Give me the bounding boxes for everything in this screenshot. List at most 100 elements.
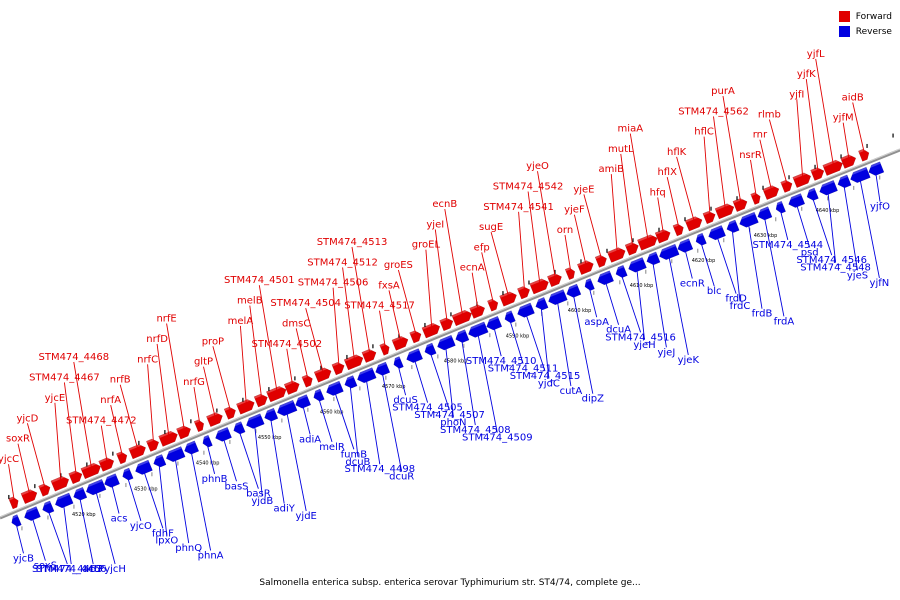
gene-STM474_4502[interactable] [284, 379, 301, 395]
gene-label-STM474_4511[interactable]: STM474_4511 [488, 364, 559, 375]
gene-label-fdhF[interactable]: fdhF [152, 528, 174, 539]
gene-label-ecnB[interactable]: ecnB [432, 199, 457, 210]
gene-label-yjfK[interactable]: yjfK [797, 69, 816, 80]
gene-label-phnB[interactable]: phnB [202, 474, 228, 485]
gene-dmsC[interactable] [301, 373, 315, 388]
gene-yjcC[interactable] [8, 495, 21, 510]
gene-aspA[interactable] [582, 278, 595, 292]
gene-yjeO[interactable] [547, 271, 563, 287]
gene-melR[interactable] [311, 388, 325, 403]
gene-label-STM474_4472[interactable]: STM474_4472 [66, 416, 137, 427]
gene-yjeK[interactable] [657, 244, 680, 261]
gene-STM474_4498[interactable] [355, 367, 377, 385]
gene-label-purA[interactable]: purA [711, 86, 735, 97]
gene-label-STM474_4516[interactable]: STM474_4516 [605, 332, 676, 343]
gene-label-yjcD[interactable]: yjcD [16, 413, 38, 424]
gene-label-amiB[interactable]: amiB [599, 164, 625, 175]
gene-STM474_4546[interactable] [805, 187, 819, 202]
gene-label-dcuS[interactable]: dcuS [393, 395, 418, 406]
gene-phnA[interactable] [182, 440, 199, 456]
gene-hflX[interactable] [672, 222, 685, 237]
gene-label-nsrR[interactable]: nsrR [739, 150, 762, 161]
gene-yjeF[interactable] [577, 258, 595, 275]
gene-label-yjeO[interactable]: yjeO [526, 161, 549, 172]
gene-label-yjeF[interactable]: yjeF [564, 205, 585, 216]
gene-label-miaA[interactable]: miaA [618, 124, 644, 135]
gene-label-yjdB[interactable]: yjdB [251, 496, 273, 507]
gene-label-sugE[interactable]: sugE [479, 222, 503, 233]
gene-label-STM474_4505[interactable]: STM474_4505 [392, 403, 463, 414]
gene-basS[interactable] [213, 427, 232, 443]
gene-label-phnQ[interactable]: phnQ [175, 543, 202, 554]
gene-aidB[interactable] [858, 147, 870, 162]
gene-label-yjeJ[interactable]: yjeJ [657, 347, 675, 358]
gene-nrfA[interactable] [116, 450, 129, 465]
gene-label-hflX[interactable]: hflX [657, 167, 677, 178]
gene-label-STM474_4506[interactable]: STM474_4506 [298, 278, 369, 289]
gene-adiA[interactable] [293, 394, 311, 411]
gene-label-yjeI[interactable]: yjeI [426, 219, 444, 230]
gene-psd[interactable] [786, 193, 805, 210]
gene-label-yjdC[interactable]: yjdC [538, 379, 560, 390]
gene-label-rnr[interactable]: rnr [753, 130, 768, 141]
gene-STM474_4516[interactable] [613, 265, 628, 279]
gene-label-STM474_4546[interactable]: STM474_4546 [796, 255, 867, 266]
gene-acs[interactable] [102, 473, 120, 490]
gene-gltP[interactable] [206, 410, 224, 427]
gene-label-STM474_4542[interactable]: STM474_4542 [493, 182, 564, 193]
gene-frdD[interactable] [706, 225, 726, 242]
gene-label-actP[interactable]: actP [82, 564, 104, 575]
gene-STM474_4544[interactable] [774, 201, 786, 214]
gene-label-efp[interactable]: efp [474, 242, 490, 253]
gene-STM474_4511[interactable] [502, 310, 516, 325]
gene-basR[interactable] [231, 421, 246, 436]
gene-label-yjcE[interactable]: yjcE [45, 393, 66, 404]
gene-label-hflC[interactable]: hflC [694, 127, 714, 138]
gene-label-STM474_4509[interactable]: STM474_4509 [462, 433, 533, 444]
gene-label-acs[interactable]: acs [111, 514, 128, 525]
gene-yjfO[interactable] [866, 161, 885, 177]
gene-STM474_4509[interactable] [466, 321, 489, 339]
gene-label-phoN[interactable]: phoN [440, 418, 466, 429]
gene-label-STM474_4466[interactable]: STM474_4466 [36, 564, 107, 575]
gene-label-adiY[interactable]: adiY [274, 504, 296, 515]
gene-dcuR[interactable] [373, 361, 390, 377]
gene-label-blc[interactable]: blc [707, 286, 722, 297]
gene-hfq[interactable] [654, 227, 672, 244]
gene-label-STM474_4513[interactable]: STM474_4513 [317, 237, 388, 248]
gene-label-orn[interactable]: orn [557, 225, 573, 236]
gene-label-ecnA[interactable]: ecnA [460, 263, 485, 274]
gene-label-lpxO[interactable]: lpxO [155, 536, 178, 547]
gene-STM474_4472[interactable] [98, 455, 116, 472]
gene-label-yjfL[interactable]: yjfL [807, 49, 825, 60]
gene-yjeI[interactable] [439, 316, 455, 331]
gene-yjeJ[interactable] [644, 251, 661, 267]
gene-dipZ[interactable] [564, 283, 582, 299]
gene-hflK[interactable] [684, 214, 704, 232]
gene-dcuA[interactable] [595, 270, 614, 287]
gene-label-fumB[interactable]: fumB [341, 449, 368, 460]
gene-label-yjcH[interactable]: yjcH [104, 564, 126, 575]
gene-nrfC[interactable] [146, 437, 160, 452]
gene-phnQ[interactable] [164, 446, 186, 464]
gene-label-nrfC[interactable]: nrfC [137, 354, 158, 365]
gene-label-nrfD[interactable]: nrfD [146, 334, 168, 345]
gene-label-STM474_4544[interactable]: STM474_4544 [752, 240, 823, 251]
gene-STM474_4463[interactable] [40, 500, 55, 515]
gene-label-cutA[interactable]: cutA [560, 386, 583, 397]
gene-label-melR[interactable]: melR [319, 442, 345, 453]
gene-label-nrfE[interactable]: nrfE [156, 314, 176, 325]
gene-yjcD[interactable] [38, 482, 52, 497]
gene-label-aidB[interactable]: aidB [842, 93, 864, 104]
gene-label-STM474_4548[interactable]: STM474_4548 [800, 263, 871, 274]
gene-mutL[interactable] [624, 240, 640, 256]
gene-nrfB[interactable] [128, 442, 148, 460]
gene-label-yjeE[interactable]: yjeE [573, 184, 594, 195]
gene-STM474_4468[interactable] [80, 461, 103, 479]
gene-ecnR[interactable] [675, 238, 694, 254]
gene-label-yjeS[interactable]: yjeS [847, 270, 868, 281]
gene-label-STM474_4512[interactable]: STM474_4512 [307, 257, 378, 268]
gene-label-STM474_4501[interactable]: STM474_4501 [224, 275, 295, 286]
gene-yjeS[interactable] [835, 174, 852, 190]
gene-sugE[interactable] [499, 289, 519, 307]
